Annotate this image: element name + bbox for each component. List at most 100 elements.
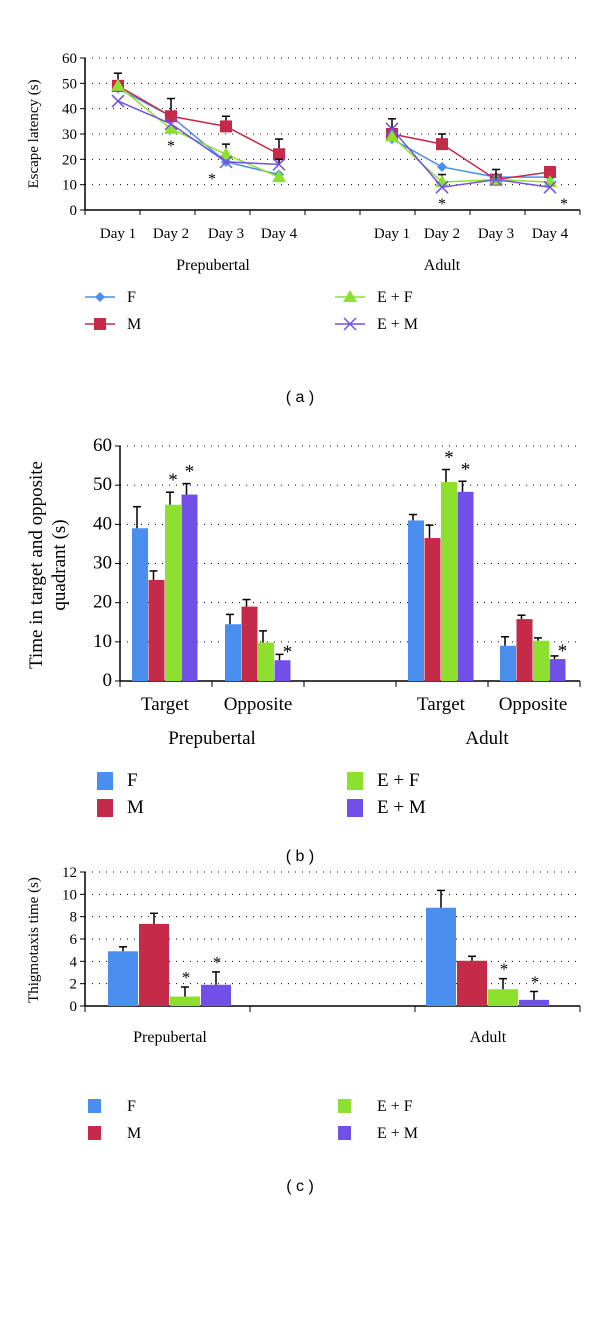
series-line	[391, 133, 551, 181]
bar	[139, 923, 169, 1006]
marker-x	[343, 317, 357, 331]
marker-triangle	[111, 78, 125, 91]
bar	[181, 494, 198, 681]
bar	[258, 642, 274, 681]
significance-asterisk: *	[185, 462, 195, 483]
x-tick-label: Day 3	[208, 226, 244, 242]
marker-diamond	[95, 292, 105, 302]
series-line	[391, 135, 551, 183]
significance-asterisk: *	[444, 448, 454, 469]
significance-asterisk: *	[558, 641, 568, 662]
bar	[424, 538, 441, 681]
y-tick-label: 50	[62, 76, 77, 92]
panel-caption: ( b )	[286, 848, 314, 865]
y-tick-label: 60	[93, 435, 112, 456]
bar	[426, 907, 456, 1006]
marker-x	[543, 180, 557, 194]
y-axis-label: Thigmotaxis time (s)	[26, 877, 42, 1003]
x-tick-label: Opposite	[224, 694, 293, 715]
group-label: Prepubertal	[176, 257, 250, 274]
significance-asterisk: *	[438, 196, 446, 213]
y-tick-label: 0	[103, 670, 113, 691]
significance-asterisk: *	[168, 470, 178, 491]
legend-label: E + F	[377, 289, 413, 306]
bar	[274, 660, 291, 681]
marker-triangle	[272, 170, 286, 183]
bar	[241, 606, 258, 681]
marker-square	[436, 138, 448, 151]
x-tick-label: Target	[141, 694, 190, 715]
y-axis-label: Escape latency (s)	[26, 79, 42, 188]
y-tick-label: 12	[62, 865, 77, 881]
bar	[165, 504, 181, 681]
bar	[549, 659, 566, 681]
bar	[457, 960, 487, 1006]
y-tick-label: 8	[70, 910, 78, 926]
x-tick-label: Target	[417, 694, 466, 715]
bar	[516, 619, 533, 681]
marker-x	[111, 94, 125, 108]
group-label: Adult	[424, 257, 461, 274]
marker-x	[272, 157, 286, 171]
x-tick-label: Day 4	[532, 226, 569, 242]
series-line	[117, 87, 280, 176]
legend-label: M	[127, 1125, 141, 1142]
significance-asterisk: *	[283, 642, 293, 663]
significance-asterisk: *	[531, 972, 540, 991]
bar	[225, 624, 241, 681]
significance-asterisk: *	[182, 968, 191, 987]
x-tick-label: Day 4	[261, 226, 298, 242]
significance-asterisk: *	[500, 960, 509, 979]
y-tick-label: 6	[70, 932, 78, 948]
legend-swatch	[88, 1126, 101, 1140]
marker-x	[219, 155, 233, 169]
y-tick-label: 50	[93, 474, 112, 495]
significance-asterisk: *	[208, 171, 216, 188]
y-tick-label: 40	[62, 102, 77, 118]
bar	[500, 645, 516, 681]
legend-label: M	[127, 797, 144, 818]
significance-asterisk: *	[167, 138, 175, 155]
marker-x	[385, 122, 399, 136]
marker-triangle	[164, 121, 178, 134]
significance-asterisk: *	[560, 196, 568, 213]
x-tick-label: Day 1	[100, 226, 136, 242]
y-tick-label: 4	[70, 954, 78, 970]
y-tick-label: 10	[62, 178, 77, 194]
marker-triangle	[219, 147, 233, 160]
bar	[457, 491, 474, 681]
bar	[519, 999, 549, 1006]
marker-x	[435, 180, 449, 194]
y-tick-label: 20	[93, 592, 112, 613]
marker-square	[220, 120, 232, 133]
y-tick-label: 20	[62, 152, 77, 168]
marker-diamond	[437, 161, 447, 172]
y-tick-label: 10	[62, 887, 77, 903]
x-tick-label: Day 2	[153, 226, 189, 242]
legend-swatch	[338, 1126, 351, 1140]
x-tick-label: Day 2	[424, 226, 460, 242]
significance-asterisk: *	[461, 459, 471, 480]
series-line	[117, 85, 280, 178]
bar	[170, 996, 200, 1006]
legend-swatch	[88, 1099, 101, 1113]
bar	[533, 640, 549, 681]
y-tick-label: 30	[62, 127, 77, 143]
legend-label: M	[127, 316, 141, 333]
x-tick-label: Day 3	[478, 226, 514, 242]
y-tick-label: 40	[93, 513, 112, 534]
y-tick-label: 30	[93, 553, 112, 574]
marker-square	[94, 318, 106, 330]
marker-x	[164, 117, 178, 131]
series-line	[391, 138, 550, 178]
legend-swatch	[347, 772, 363, 790]
marker-square	[544, 166, 556, 178]
y-tick-label: 10	[93, 631, 112, 652]
legend-swatch	[97, 799, 113, 817]
legend-label: E + F	[377, 1098, 413, 1115]
series-line	[117, 100, 280, 166]
x-tick-label: Day 1	[374, 226, 410, 242]
legend-label: F	[127, 289, 136, 306]
